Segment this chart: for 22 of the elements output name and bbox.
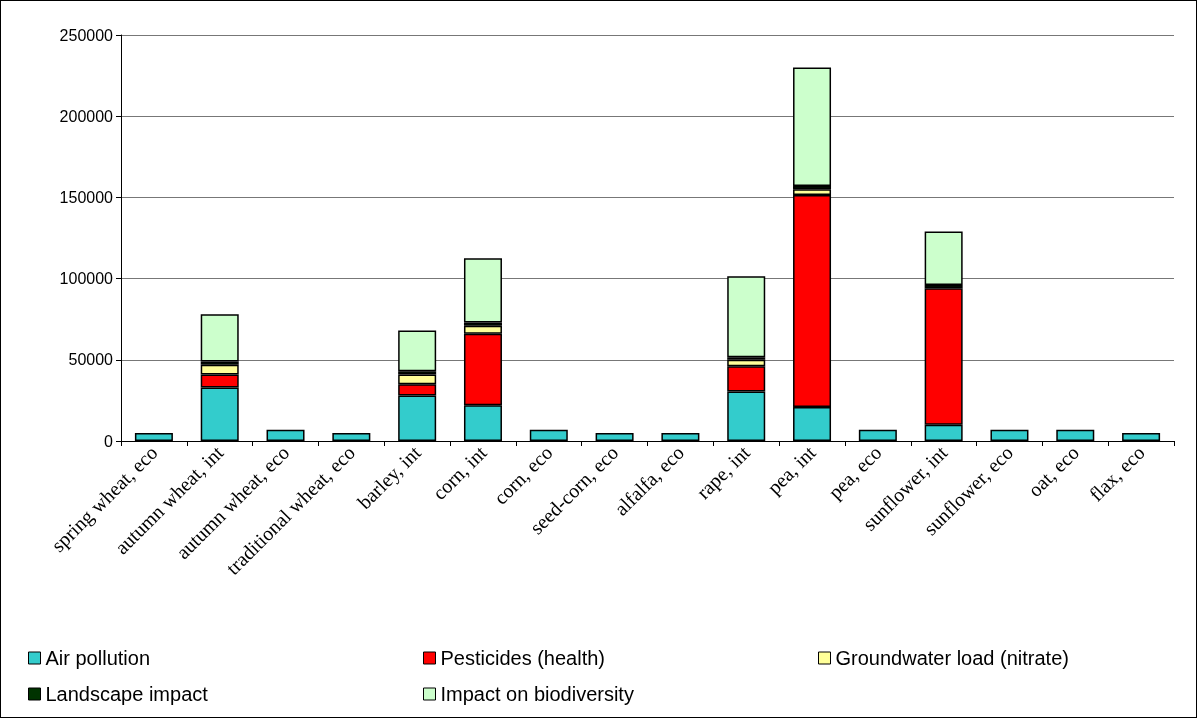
x-tick-label: oat, eco <box>1023 441 1084 501</box>
bar <box>398 330 437 372</box>
legend-label: Impact on biodiversity <box>440 683 634 705</box>
x-tick-label: rape, int <box>692 440 756 504</box>
bar <box>924 231 963 286</box>
y-tick-label: 100000 <box>59 270 114 288</box>
y-tick-label: 50000 <box>68 351 114 369</box>
legend-label: Groundwater load (nitrate) <box>835 647 1069 669</box>
bar <box>200 314 239 362</box>
y-tick-label: 0 <box>104 432 114 450</box>
legend-label: Landscape impact <box>45 683 209 705</box>
bar <box>793 67 832 187</box>
x-tick-label: pea, int <box>762 440 821 500</box>
legend-label: Air pollution <box>45 647 151 669</box>
bar <box>463 258 502 323</box>
legend-label: Pesticides (health) <box>440 647 606 669</box>
x-tick-label: flax, eco <box>1084 441 1149 506</box>
bar <box>727 276 766 358</box>
y-tick-label: 200000 <box>59 107 114 125</box>
y-tick-label: 150000 <box>59 188 114 206</box>
y-tick-label: 250000 <box>59 26 114 44</box>
x-tick-label: corn, int <box>428 440 492 504</box>
